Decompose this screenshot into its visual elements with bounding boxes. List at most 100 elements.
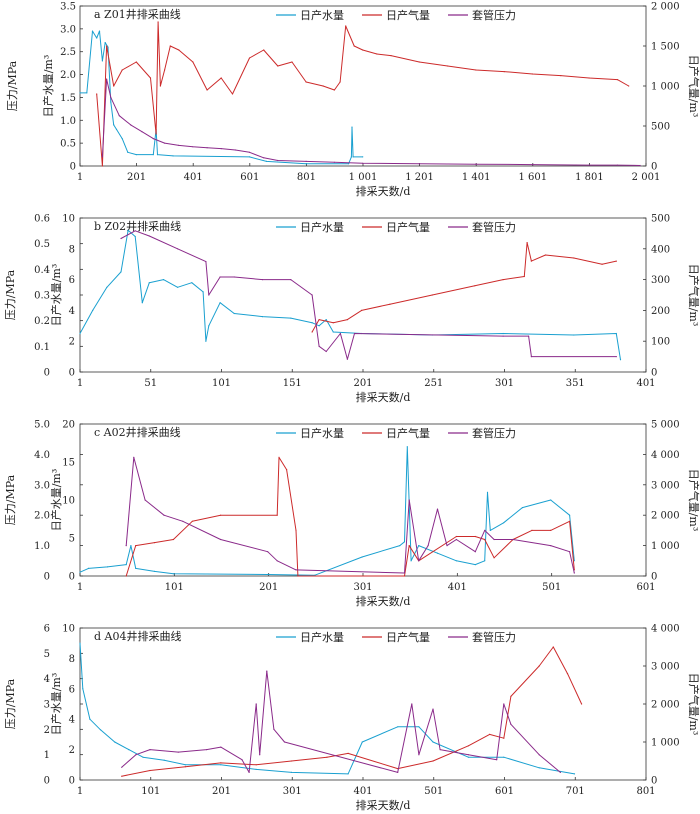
data-point bbox=[348, 163, 350, 165]
data-point bbox=[332, 331, 334, 333]
y-tick-label-gas: 500 bbox=[651, 214, 670, 225]
series-line bbox=[120, 230, 617, 360]
y-axis-label-pressure: 压力/MPa bbox=[4, 678, 17, 729]
data-point bbox=[297, 575, 299, 577]
data-point bbox=[110, 101, 112, 103]
y-tick-label-gas: 2 000 bbox=[651, 700, 680, 711]
data-point bbox=[219, 302, 221, 304]
series-line bbox=[96, 21, 629, 167]
data-point bbox=[538, 754, 540, 756]
y-tick-label-gas: 300 bbox=[651, 275, 670, 286]
y-tick-label-water: 10 bbox=[62, 496, 75, 507]
x-axis-label: 排采天数/d bbox=[356, 390, 411, 404]
data-point bbox=[526, 242, 528, 244]
data-point bbox=[220, 538, 222, 541]
y-tick-label-gas: 1 000 bbox=[651, 82, 680, 93]
legend-entry: 日产水量 bbox=[300, 220, 344, 234]
y-tick-label-pressure: 0.5 bbox=[60, 139, 76, 150]
data-point bbox=[157, 21, 159, 23]
data-point bbox=[318, 325, 320, 327]
y-tick-label-water: 6 bbox=[69, 684, 75, 695]
data-point bbox=[346, 319, 348, 321]
x-tick-label: 101 bbox=[141, 786, 160, 797]
data-point bbox=[121, 766, 123, 768]
data-point bbox=[432, 760, 434, 762]
data-point bbox=[220, 77, 222, 79]
y-tick-label-pressure: 1.5 bbox=[60, 93, 76, 104]
data-point bbox=[552, 646, 554, 648]
y-tick-label-water: 8 bbox=[69, 244, 75, 255]
data-point bbox=[521, 507, 524, 509]
y-tick-label-pressure: 1.0 bbox=[34, 541, 50, 552]
x-tick-label: 251 bbox=[424, 378, 443, 389]
data-point bbox=[118, 115, 120, 117]
data-point bbox=[410, 560, 412, 562]
data-point bbox=[267, 573, 269, 576]
x-tick-label: 401 bbox=[636, 378, 655, 389]
x-tick-label: 1 bbox=[77, 172, 83, 183]
data-point bbox=[569, 514, 571, 516]
data-point bbox=[311, 322, 313, 324]
y-tick-label-pressure: 2.0 bbox=[60, 70, 76, 81]
data-point bbox=[538, 767, 540, 769]
data-point bbox=[455, 538, 457, 541]
y-tick-label-pressure: 5.0 bbox=[34, 420, 50, 431]
data-point bbox=[332, 322, 334, 324]
data-point bbox=[290, 279, 292, 281]
data-point bbox=[153, 570, 156, 573]
data-point bbox=[502, 279, 504, 281]
data-point bbox=[503, 756, 505, 758]
data-point bbox=[127, 229, 129, 231]
y-tick-label-pressure: 4 bbox=[44, 674, 50, 685]
data-point bbox=[538, 665, 540, 667]
data-point bbox=[206, 89, 208, 91]
data-point bbox=[474, 551, 476, 553]
x-tick-label: 801 bbox=[297, 172, 316, 183]
data-point bbox=[352, 156, 354, 158]
data-point bbox=[295, 569, 297, 571]
data-point bbox=[286, 469, 288, 471]
y-axis-label-water: 日产水量/m³ bbox=[49, 469, 63, 532]
data-point bbox=[192, 61, 194, 63]
plot-frame bbox=[79, 627, 647, 781]
y-tick-label-water: 2 bbox=[69, 337, 75, 348]
x-tick-label: 1 bbox=[77, 582, 83, 593]
y-tick-label-pressure: 0 bbox=[44, 572, 50, 583]
data-point bbox=[484, 529, 486, 532]
data-point bbox=[91, 30, 94, 32]
y-tick-label-gas: 1 000 bbox=[651, 738, 680, 749]
data-point bbox=[219, 276, 221, 278]
data-point bbox=[447, 65, 449, 67]
data-point bbox=[169, 45, 171, 47]
data-point bbox=[113, 85, 115, 87]
data-point bbox=[106, 45, 108, 47]
data-point bbox=[92, 309, 94, 311]
data-point bbox=[530, 356, 533, 358]
y-tick-label-pressure: 3.0 bbox=[60, 24, 76, 35]
data-point bbox=[361, 309, 363, 311]
data-point bbox=[125, 575, 127, 577]
data-point bbox=[278, 456, 280, 458]
data-point bbox=[162, 279, 165, 281]
series-line bbox=[121, 670, 561, 773]
data-point bbox=[503, 522, 505, 524]
data-point bbox=[159, 85, 161, 87]
legend-entry: 日产水量 bbox=[300, 8, 344, 22]
data-point bbox=[291, 61, 293, 63]
data-point bbox=[531, 529, 533, 532]
data-point bbox=[502, 335, 504, 337]
data-point bbox=[255, 768, 257, 771]
data-point bbox=[362, 49, 364, 51]
y-tick-label-gas: 4 000 bbox=[651, 624, 680, 635]
data-point bbox=[427, 545, 429, 547]
legend-entry: 日产水量 bbox=[300, 630, 344, 644]
y-tick-label-water: 0 bbox=[69, 776, 75, 787]
data-point bbox=[156, 154, 159, 156]
data-point bbox=[263, 157, 265, 159]
data-point bbox=[98, 30, 101, 32]
data-point bbox=[182, 520, 184, 522]
chart-title: b Z02井排采曲线 bbox=[94, 219, 181, 233]
data-point bbox=[177, 286, 179, 288]
data-point bbox=[639, 164, 641, 167]
data-point bbox=[205, 340, 207, 342]
